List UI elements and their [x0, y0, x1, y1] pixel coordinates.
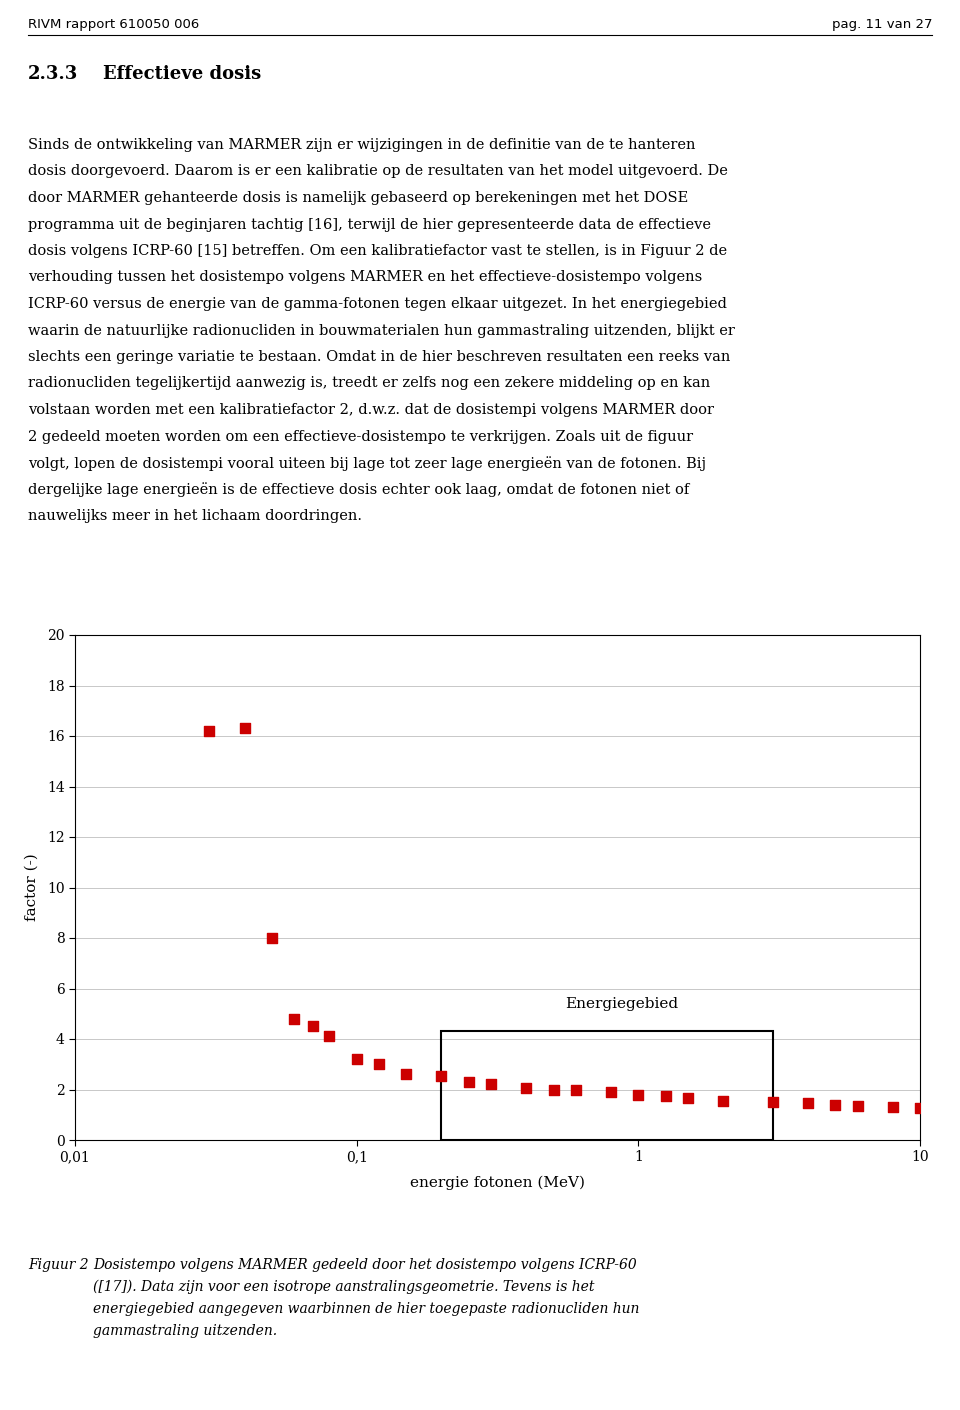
Point [349, 1048, 365, 1070]
Text: programma uit de beginjaren tachtig [16], terwijl de hier gepresenteerde data de: programma uit de beginjaren tachtig [16]… [28, 217, 711, 231]
X-axis label: energie fotonen (MeV): energie fotonen (MeV) [410, 1176, 585, 1190]
Text: dosis volgens ICRP-60 [15] betreffen. Om een kalibratiefactor vast te stellen, i: dosis volgens ICRP-60 [15] betreffen. Om… [28, 244, 727, 258]
Text: Figuur 2: Figuur 2 [28, 1258, 97, 1272]
Point [568, 1079, 584, 1101]
Point [434, 1065, 449, 1087]
Point [518, 1077, 534, 1100]
Point [461, 1070, 476, 1093]
Text: dosis doorgevoerd. Daarom is er een kalibratie op de resultaten van het model ui: dosis doorgevoerd. Daarom is er een kali… [28, 165, 728, 179]
Point [286, 1008, 301, 1031]
Text: waarin de natuurlijke radionucliden in bouwmaterialen hun gammastraling uitzende: waarin de natuurlijke radionucliden in b… [28, 323, 734, 337]
Text: 2 gedeeld moeten worden om een effectieve-dosistempo te verkrijgen. Zoals uit de: 2 gedeeld moeten worden om een effectiev… [28, 430, 693, 444]
Point [658, 1084, 673, 1107]
Text: radionucliden tegelijkertijd aanwezig is, treedt er zelfs nog een zekere middeli: radionucliden tegelijkertijd aanwezig is… [28, 376, 710, 391]
Text: volstaan worden met een kalibratiefactor 2, d.w.z. dat de dosistempi volgens MAR: volstaan worden met een kalibratiefactor… [28, 403, 714, 417]
Text: pag. 11 van 27: pag. 11 van 27 [831, 18, 932, 31]
Text: Energiegebied: Energiegebied [565, 997, 679, 1011]
Point [305, 1015, 321, 1038]
Text: ICRP-60 versus de energie van de gamma-fotonen tegen elkaar uitgezet. In het ene: ICRP-60 versus de energie van de gamma-f… [28, 298, 727, 312]
Point [912, 1097, 927, 1120]
Bar [442, 1032, 773, 1141]
Text: ([17]). Data zijn voor een isotrope aanstralingsgeometrie. Tevens is het: ([17]). Data zijn voor een isotrope aans… [93, 1280, 594, 1294]
Text: door MARMER gehanteerde dosis is namelijk gebaseerd op berekeningen met het DOSE: door MARMER gehanteerde dosis is namelij… [28, 190, 688, 204]
Point [484, 1073, 499, 1096]
Point [715, 1090, 731, 1112]
Text: Dosistempo volgens MARMER gedeeld door het dosistempo volgens ICRP-60: Dosistempo volgens MARMER gedeeld door h… [93, 1258, 636, 1272]
Text: dergelijke lage energieën is de effectieve dosis echter ook laag, omdat de foto: dergelijke lage energieën is de effecti… [28, 482, 689, 498]
Point [828, 1093, 843, 1115]
Point [850, 1094, 865, 1117]
Point [264, 926, 279, 949]
Y-axis label: factor (-): factor (-) [25, 853, 38, 921]
Point [681, 1087, 696, 1110]
Point [322, 1025, 337, 1048]
Point [237, 718, 252, 740]
Text: Sinds de ontwikkeling van MARMER zijn er wijzigingen in de definitie van de te h: Sinds de ontwikkeling van MARMER zijn er… [28, 138, 695, 152]
Point [801, 1093, 816, 1115]
Point [546, 1079, 562, 1101]
Text: energiegebied aangegeven waarbinnen de hier toegepaste radionucliden hun: energiegebied aangegeven waarbinnen de h… [93, 1301, 639, 1316]
Point [398, 1063, 414, 1086]
Point [765, 1091, 780, 1114]
Text: gammastraling uitzenden.: gammastraling uitzenden. [93, 1324, 277, 1338]
Text: nauwelijks meer in het lichaam doordringen.: nauwelijks meer in het lichaam doordring… [28, 509, 362, 523]
Text: slechts een geringe variatie te bestaan. Omdat in de hier beschreven resultaten : slechts een geringe variatie te bestaan.… [28, 350, 731, 364]
Text: 2.3.3: 2.3.3 [28, 65, 79, 83]
Text: volgt, lopen de dosistempi vooral uiteen bij lage tot zeer lage energieën van d: volgt, lopen de dosistempi vooral uiteen… [28, 455, 707, 471]
Text: Effectieve dosis: Effectieve dosis [103, 65, 261, 83]
Point [631, 1083, 646, 1105]
Text: verhouding tussen het dosistempo volgens MARMER en het effectieve-dosistempo vol: verhouding tussen het dosistempo volgens… [28, 271, 703, 285]
Point [372, 1053, 387, 1076]
Point [885, 1096, 900, 1118]
Point [603, 1080, 618, 1103]
Point [202, 719, 217, 742]
Text: RIVM rapport 610050 006: RIVM rapport 610050 006 [28, 18, 200, 31]
